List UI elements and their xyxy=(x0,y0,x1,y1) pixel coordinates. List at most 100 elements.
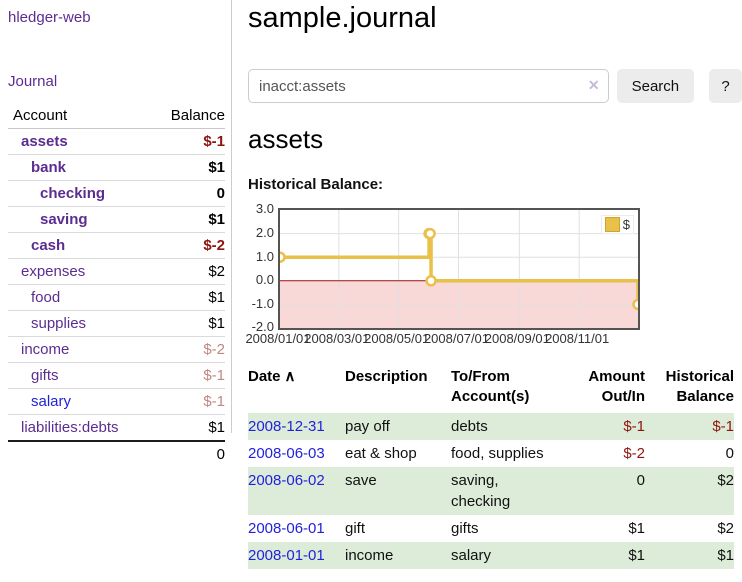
accounts-total-value: 0 xyxy=(216,446,225,463)
account-balance: 0 xyxy=(216,185,225,202)
account-link[interactable]: expenses xyxy=(21,263,86,280)
account-balance: $-1 xyxy=(203,367,225,384)
y-axis-tick-label: -2.0 xyxy=(251,319,274,335)
transaction-description: eat & shop xyxy=(345,445,417,463)
transaction-row: 2008-06-01 gift gifts $1 $2 xyxy=(248,515,734,542)
account-row: assets $-1 xyxy=(8,129,225,155)
account-balance: $2 xyxy=(208,263,225,280)
account-link[interactable]: bank xyxy=(31,159,67,176)
account-balance: $-1 xyxy=(203,393,225,410)
main-content: sample.journal ✕ Search ? assets Histori… xyxy=(245,0,742,570)
transaction-description: gift xyxy=(345,520,366,538)
column-header-historical-balance: Historical Balance xyxy=(665,368,734,406)
account-link[interactable]: checking xyxy=(40,185,106,202)
transaction-date-cell: 2008-06-03 xyxy=(248,440,345,467)
search-input[interactable] xyxy=(248,69,609,104)
search-button[interactable]: Search xyxy=(616,69,695,104)
account-row: expenses $2 xyxy=(8,259,225,285)
transaction-historical-balance: $1 xyxy=(717,547,734,565)
column-header-amount-out-in: Amount Out/In xyxy=(588,368,645,406)
y-axis-tick-label: 1.0 xyxy=(255,248,274,264)
historical-balance-chart: $ 3.0 2.0 1.0 0.0 -1.0 -2.0 2008/01/01 2008/03/… xyxy=(245,201,742,347)
account-row: liabilities:debts $1 xyxy=(8,415,225,441)
accounts-header-balance: Balance xyxy=(170,107,225,124)
transactions-header-row: Date ∧ Description To/From Account(s) Amount… xyxy=(248,367,734,413)
account-heading: assets xyxy=(248,124,324,155)
transaction-description: pay off xyxy=(345,418,390,436)
transaction-amount: $1 xyxy=(628,520,645,538)
account-name-cell: food xyxy=(8,285,154,311)
transaction-date-cell: 2008-06-02 xyxy=(248,467,345,515)
account-row: gifts $-1 xyxy=(8,363,225,389)
sidebar: hledger-web Journal Account Balance asse… xyxy=(0,0,232,463)
transaction-date-link[interactable]: 2008-06-03 xyxy=(248,445,325,463)
account-row: salary $-1 xyxy=(8,389,225,415)
column-header-date[interactable]: Date ∧ xyxy=(248,368,296,386)
transactions-table: Date ∧ Description To/From Account(s) Amount… xyxy=(248,367,734,570)
x-axis-tick-label: 2008/01/01 xyxy=(245,331,311,347)
account-link[interactable]: cash xyxy=(31,237,66,254)
transaction-description: income xyxy=(345,547,394,565)
account-balance: $1 xyxy=(208,211,225,228)
x-axis-tick-label: 2008/09/01 xyxy=(484,331,550,347)
transaction-description: save xyxy=(345,472,377,490)
accounts-total-row: 0 xyxy=(8,441,225,467)
account-link[interactable]: supplies xyxy=(31,315,87,332)
chart-canvas xyxy=(280,210,638,329)
account-name-cell: checking xyxy=(8,181,154,207)
account-name-cell: saving xyxy=(8,207,154,233)
account-balance: $1 xyxy=(208,159,225,176)
chart-legend: $ xyxy=(600,215,634,235)
column-header-description: Description xyxy=(345,368,428,386)
account-link[interactable]: assets xyxy=(21,133,68,150)
account-name-cell: income xyxy=(8,337,154,363)
account-row: cash $-2 xyxy=(8,233,225,259)
account-link[interactable]: salary xyxy=(31,393,72,410)
transaction-row: 2008-01-01 income salary $1 $1 xyxy=(248,542,734,570)
account-balance: $-1 xyxy=(203,133,225,150)
clear-search-icon[interactable]: ✕ xyxy=(587,77,600,94)
transaction-date-link[interactable]: 2008-06-02 xyxy=(248,472,325,490)
account-link[interactable]: income xyxy=(21,341,70,358)
transaction-date-link[interactable]: 2008-12-31 xyxy=(248,418,325,436)
transaction-date-cell: 2008-06-01 xyxy=(248,515,345,542)
transaction-row: 2008-06-03 eat & shop food, supplies $-2 0 xyxy=(248,440,734,467)
account-row: checking 0 xyxy=(8,181,225,207)
y-axis-tick-label: 0.0 xyxy=(255,272,274,288)
nav-journal-link[interactable]: Journal xyxy=(8,73,58,90)
account-name-cell: supplies xyxy=(8,311,154,337)
accounts-header-account: Account xyxy=(13,107,68,124)
account-row: bank $1 xyxy=(8,155,225,181)
chart-plot-area: $ xyxy=(278,208,640,331)
transaction-row: 2008-12-31 pay off debts $-1 $-1 xyxy=(248,413,734,441)
app-title-link[interactable]: hledger-web xyxy=(8,9,91,26)
column-header-to-from-account-s: To/From Account(s) xyxy=(451,368,530,406)
account-link[interactable]: saving xyxy=(40,211,88,228)
transaction-date-link[interactable]: 2008-01-01 xyxy=(248,547,325,565)
account-balance: $1 xyxy=(208,289,225,306)
x-axis-tick-label: 2008/07/01 xyxy=(423,331,490,347)
transaction-date-link[interactable]: 2008-06-01 xyxy=(248,520,325,538)
transaction-date-cell: 2008-12-31 xyxy=(248,413,345,440)
transaction-amount: $-1 xyxy=(623,418,645,436)
account-balance: $1 xyxy=(208,315,225,332)
account-balance: $1 xyxy=(208,419,225,436)
transaction-accounts: gifts xyxy=(451,520,479,538)
help-button[interactable]: ? xyxy=(709,69,742,104)
page-title: sample.journal xyxy=(248,2,437,34)
account-link[interactable]: liabilities:debts xyxy=(21,419,119,436)
account-link[interactable]: gifts xyxy=(31,367,59,384)
transaction-amount: 0 xyxy=(636,472,645,490)
x-axis-tick-label: 2008/03/01 xyxy=(304,331,370,347)
accounts-header-row: Account Balance xyxy=(8,103,225,129)
transaction-amount: $1 xyxy=(628,547,645,565)
transaction-date-cell: 2008-01-01 xyxy=(248,542,345,569)
account-row: saving $1 xyxy=(8,207,225,233)
account-link[interactable]: food xyxy=(31,289,61,306)
account-balance: $-2 xyxy=(203,341,225,358)
transaction-historical-balance: $2 xyxy=(717,520,734,538)
search-input-wrap: ✕ xyxy=(248,69,609,104)
transaction-row: 2008-06-02 save saving, checking 0 $2 xyxy=(248,467,734,516)
chart-title: Historical Balance: xyxy=(248,176,384,194)
x-axis-tick-label: 2008/11/01 xyxy=(545,331,610,347)
